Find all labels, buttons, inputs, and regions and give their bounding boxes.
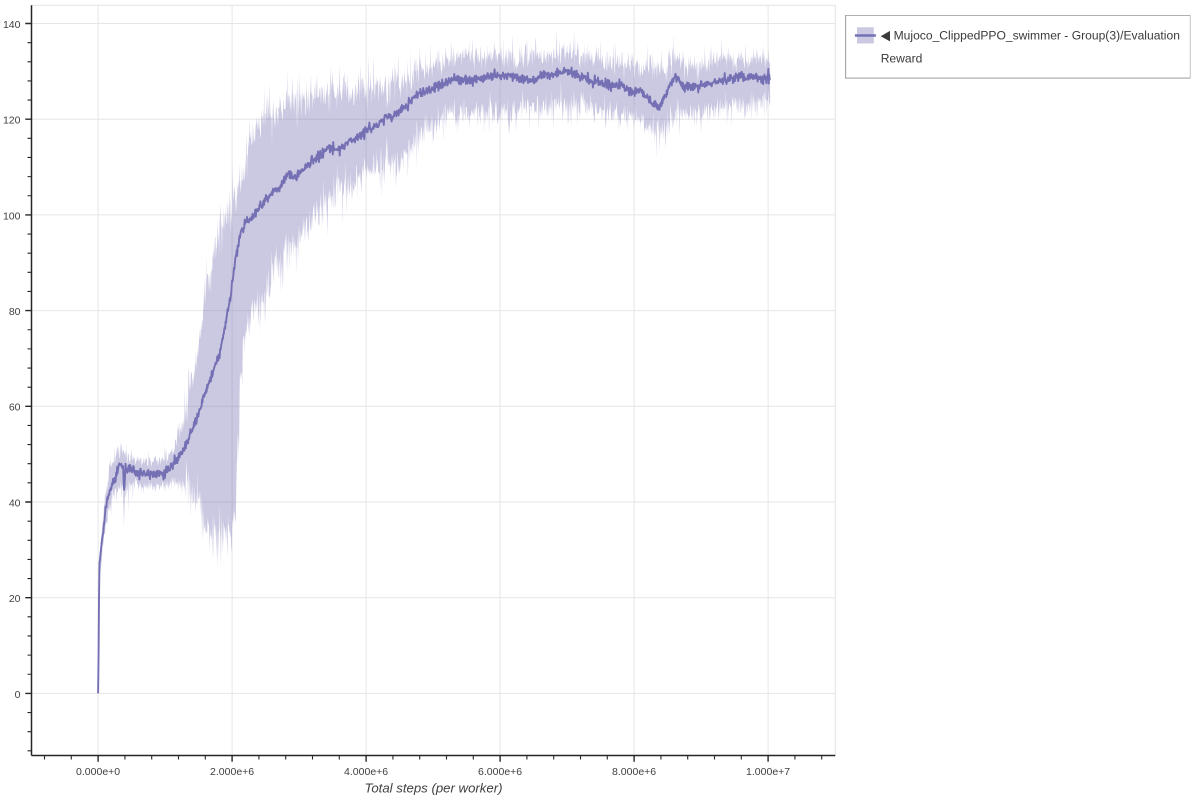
svg-text:140: 140 <box>3 19 21 31</box>
svg-text:Total steps (per worker): Total steps (per worker) <box>364 781 502 796</box>
svg-text:60: 60 <box>9 402 21 414</box>
svg-text:1.000e+7: 1.000e+7 <box>746 766 790 778</box>
svg-text:2.000e+6: 2.000e+6 <box>210 766 254 778</box>
svg-text:120: 120 <box>3 115 21 127</box>
svg-text:8.000e+6: 8.000e+6 <box>612 766 656 778</box>
svg-text:40: 40 <box>9 497 21 509</box>
svg-text:6.000e+6: 6.000e+6 <box>478 766 522 778</box>
svg-text:80: 80 <box>9 306 21 318</box>
svg-text:Reward: Reward <box>881 52 923 66</box>
svg-text:0.000e+0: 0.000e+0 <box>76 766 120 778</box>
svg-text:0: 0 <box>15 689 21 701</box>
svg-text:20: 20 <box>9 593 21 605</box>
svg-text:100: 100 <box>3 210 21 222</box>
svg-text:4.000e+6: 4.000e+6 <box>344 766 388 778</box>
svg-text:Mujoco_ClippedPPO_swimmer - Gr: Mujoco_ClippedPPO_swimmer - Group(3)/Eva… <box>894 28 1180 42</box>
